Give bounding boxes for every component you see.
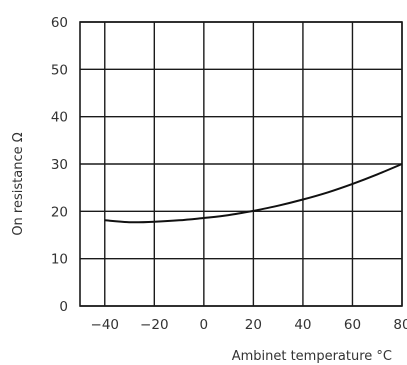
y-tick-label: 30 — [51, 157, 68, 173]
x-tick-label: 80 — [393, 317, 407, 333]
y-tick-label: 60 — [51, 15, 68, 31]
y-tick-label: 20 — [51, 204, 68, 220]
y-tick-label: 10 — [51, 252, 68, 268]
x-axis-label: Ambinet temperature °C — [232, 349, 392, 364]
series-layer — [104, 163, 403, 224]
x-tick-label: 0 — [200, 317, 209, 333]
y-tick-labels: 0 10 20 30 40 50 60 — [51, 15, 68, 315]
x-tick-labels: −40 −20 0 20 40 60 80 — [91, 317, 407, 333]
y-axis-label: On resistance Ω — [11, 132, 26, 235]
x-tick-label: 60 — [344, 317, 361, 333]
x-tick-label: −40 — [91, 317, 120, 333]
y-tick-label: 50 — [51, 62, 68, 78]
grid-lines — [80, 21, 403, 307]
x-tick-label: 20 — [245, 317, 262, 333]
x-tick-label: 40 — [294, 317, 311, 333]
y-tick-label: 40 — [51, 110, 68, 126]
x-tick-label: −20 — [140, 317, 169, 333]
y-tick-label: 0 — [59, 299, 68, 315]
series-line — [104, 163, 403, 224]
